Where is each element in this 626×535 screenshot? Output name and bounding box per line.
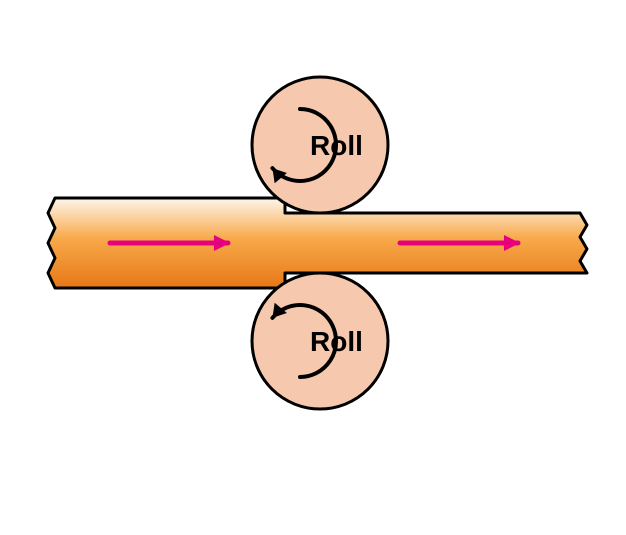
rolling-diagram: Roll Roll xyxy=(0,0,626,535)
bottom-roll-label: Roll xyxy=(310,326,363,357)
top-roll-label: Roll xyxy=(310,130,363,161)
